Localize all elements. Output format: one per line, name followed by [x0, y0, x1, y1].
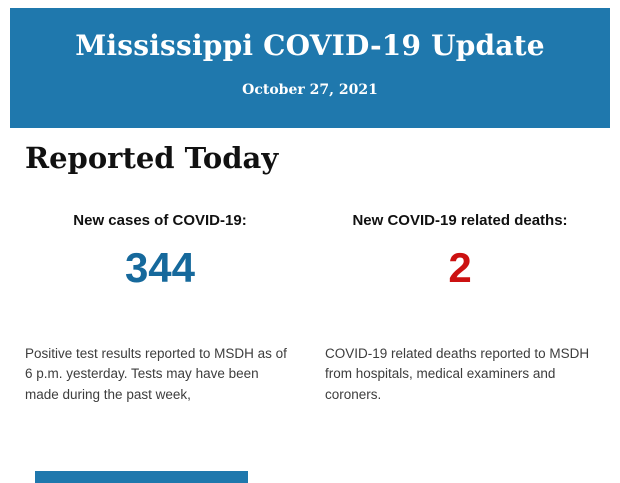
new-deaths-value: 2 [448, 243, 472, 291]
new-cases-label: New cases of COVID-19: [73, 211, 247, 229]
header-date: October 27, 2021 [242, 81, 378, 98]
new-cases-value: 344 [124, 243, 196, 291]
stat-card-new-deaths: New COVID-19 related deaths: 2 COVID-19 … [325, 212, 595, 405]
new-deaths-label: New COVID-19 related deaths: [352, 211, 568, 229]
stat-card-new-cases: New cases of COVID-19: 344 Positive test… [25, 212, 295, 405]
stats-grid: New cases of COVID-19: 344 Positive test… [25, 212, 595, 405]
header-title: Mississippi COVID-19 Update [75, 29, 545, 62]
section-heading: Reported Today [25, 141, 279, 175]
new-cases-description: Positive test results reported to MSDH a… [25, 346, 287, 402]
next-section-partial-bar [35, 471, 248, 483]
new-deaths-description: COVID-19 related deaths reported to MSDH… [325, 346, 590, 402]
header-banner: Mississippi COVID-19 Update October 27, … [10, 8, 610, 128]
